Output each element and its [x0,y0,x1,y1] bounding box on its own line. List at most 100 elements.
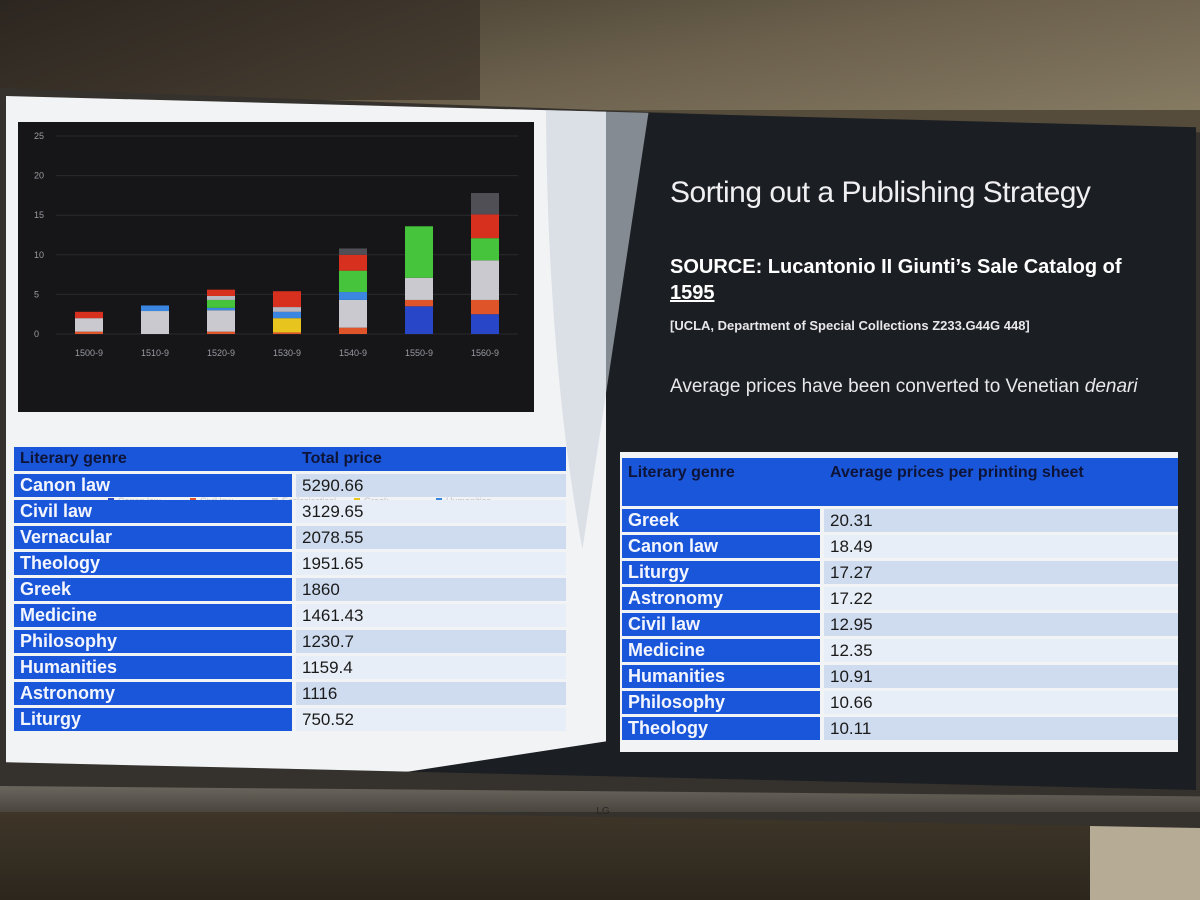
table-row: Astronomy 1116 [14,682,566,705]
y-tick-label: 0 [34,329,39,339]
column-header-average-price: Average prices per printing sheet [824,458,1178,506]
genre-cell: Liturgy [14,708,296,731]
bar-segment [141,305,169,312]
genre-cell: Liturgy [622,561,824,584]
bar-segment [471,260,499,300]
y-tick-label: 5 [34,289,39,299]
table-row: Greek 1860 [14,578,566,601]
bar-segment [207,295,235,300]
source-year: 1595 [670,282,715,304]
genre-cell: Theology [14,552,296,575]
x-tick-label: 1550-9 [405,348,433,358]
bar-segment [471,214,499,239]
bar-segment [141,311,169,334]
bar-segment [207,331,235,334]
x-tick-label: 1560-9 [471,348,499,358]
table-row: Philosophy 10.66 [622,691,1178,714]
wall-corner [1090,820,1200,900]
price-cell: 17.22 [824,587,1178,610]
bar-segment [273,291,301,308]
genre-cell: Medicine [622,639,824,662]
price-cell: 2078.55 [296,526,566,549]
x-tick-label: 1510-9 [141,348,169,358]
genre-cell: Astronomy [14,682,296,705]
tv-brand-logo: LG [596,806,610,817]
table-row: Liturgy 750.52 [14,708,566,731]
chart-canvas: 0 5 10 15 20 25 1500-9 1510-9 1520-9 1530-9 1540-9… [34,131,518,358]
price-cell: 3129.65 [296,500,566,523]
price-cell: 1461.43 [296,604,566,627]
source-text: SOURCE: Lucantonio II Giunti’s Sale Cata… [670,256,1122,278]
genre-cell: Astronomy [622,587,824,610]
genre-cell: Humanities [622,665,824,688]
genre-cell: Civil law [14,500,296,523]
bar-segment [273,318,301,333]
bar-segment [75,318,103,332]
slide-title: Sorting out a Publishing Strategy [670,176,1091,209]
slide-source: SOURCE: Lucantonio II Giunti’s Sale Cata… [670,254,1150,306]
column-header-genre: Literary genre [622,458,824,506]
bar-segment [405,277,433,300]
genre-cell: Canon law [14,474,296,497]
genre-cell: Greek [622,509,824,532]
bar-segment [75,311,103,319]
table-row: Canon law 18.49 [622,535,1178,558]
column-header-total-price: Total price [296,447,566,471]
bar-segment [75,331,103,334]
bar-segment [207,310,235,332]
column-header-genre: Literary genre [14,447,296,471]
price-cell: 750.52 [296,708,566,731]
price-cell: 20.31 [824,509,1178,532]
y-tick-label: 15 [34,210,44,220]
x-tick-label: 1540-9 [339,348,367,358]
table-row: Civil law 12.95 [622,613,1178,636]
total-price-table: Literary genre Total price Canon law 5290… [14,444,566,734]
table-row: Vernacular 2078.55 [14,526,566,549]
y-tick-label: 10 [34,250,44,260]
genre-cell: Civil law [622,613,824,636]
genre-cell: Philosophy [622,691,824,714]
price-cell: 10.66 [824,691,1178,714]
bar-segment [339,270,367,293]
price-cell: 1230.7 [296,630,566,653]
price-cell: 18.49 [824,535,1178,558]
genre-cell: Canon law [622,535,824,558]
y-tick-label: 20 [34,171,44,181]
price-cell: 12.95 [824,613,1178,636]
stacked-bar-chart: 0 5 10 15 20 25 1500-9 1510-9 1520-9 1530-9 1540-9… [18,122,534,522]
bar-segment [207,307,235,311]
x-tick-label: 1520-9 [207,348,235,358]
genre-cell: Humanities [14,656,296,679]
bar-segment [471,193,499,215]
table-row: Medicine 12.35 [622,639,1178,662]
bar-segment [471,314,499,334]
table-row: Civil law 3129.65 [14,500,566,523]
x-tick-label: 1530-9 [273,348,301,358]
bar-segment [339,327,367,334]
genre-cell: Philosophy [14,630,296,653]
bar-segment [471,238,499,261]
genre-cell: Theology [622,717,824,740]
x-tick-label: 1500-9 [75,348,103,358]
bar-segment [339,248,367,255]
price-cell: 1116 [296,682,566,705]
genre-cell: Greek [14,578,296,601]
price-cell: 1951.65 [296,552,566,575]
bar-segment [339,292,367,300]
price-cell: 12.35 [824,639,1178,662]
price-cell: 1159.4 [296,656,566,679]
price-cell: 5290.66 [296,474,566,497]
currency-unit: denari [1084,376,1138,397]
bar-segment [273,311,301,319]
bar-segment [207,299,235,308]
table-row: Humanities 1159.4 [14,656,566,679]
price-cell: 1860 [296,578,566,601]
table-row: Humanities 10.91 [622,665,1178,688]
currency-note: Average prices have been converted to Ve… [670,376,1138,398]
bar-segment [207,289,235,296]
y-tick-label: 25 [34,131,44,141]
table-row: Medicine 1461.43 [14,604,566,627]
bar-segment [339,254,367,271]
genre-cell: Medicine [14,604,296,627]
average-price-table: Literary genre Average prices per printi… [622,455,1178,743]
